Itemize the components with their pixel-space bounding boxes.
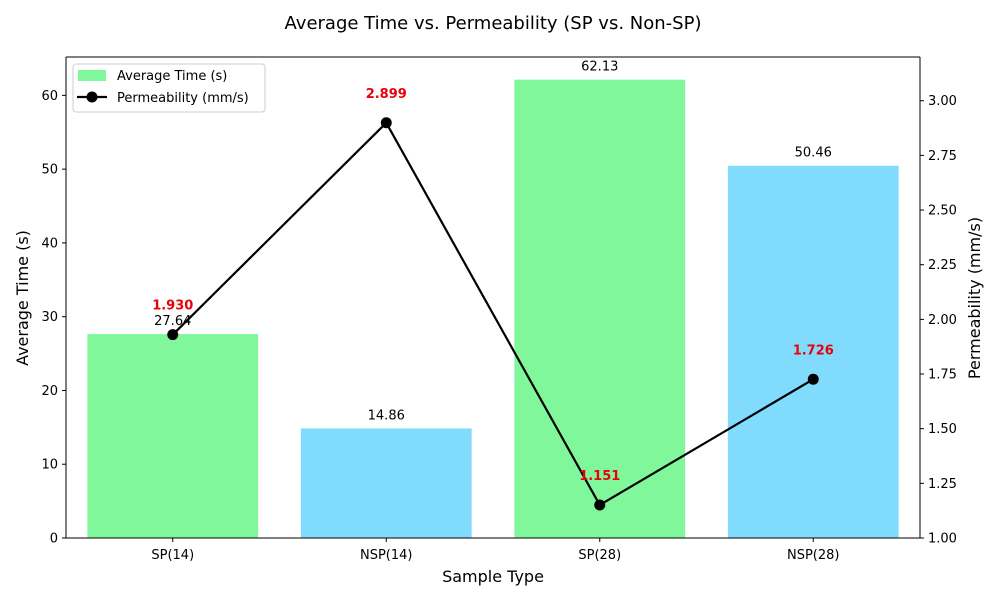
y2-tick-label: 2.50 bbox=[928, 204, 957, 219]
permeability-point bbox=[807, 373, 819, 385]
legend: Average Time (s) Permeability (mm/s) bbox=[72, 63, 266, 113]
y2-tick-label: 1.25 bbox=[928, 477, 957, 492]
permeability-line-group: 1.930 2.899 1.151 1.726 bbox=[152, 87, 834, 511]
axes-group: 0 10 20 30 40 50 60 1.00 1.25 1.50 1.75 2.00 2.25 2.5… bbox=[41, 56, 957, 563]
y-tick-label: 60 bbox=[41, 89, 58, 104]
x-tick-label: NSP(14) bbox=[360, 548, 413, 563]
y2-tick-label: 2.75 bbox=[928, 149, 957, 164]
legend-label-permeability: Permeability (mm/s) bbox=[117, 91, 249, 106]
x-tick-label: NSP(28) bbox=[787, 548, 840, 563]
bar-nsp14 bbox=[300, 428, 472, 538]
y-tick-label: 20 bbox=[41, 384, 58, 399]
bar-value-label: 14.86 bbox=[368, 408, 405, 423]
y2-axis-label: Permeability (mm/s) bbox=[965, 217, 984, 379]
permeability-value-label: 1.930 bbox=[152, 299, 193, 314]
chart-title: Average Time vs. Permeability (SP vs. No… bbox=[285, 13, 702, 34]
y2-tick-label: 1.50 bbox=[928, 422, 957, 437]
y2-tick-label: 2.25 bbox=[928, 258, 957, 273]
permeability-value-label: 2.899 bbox=[366, 87, 407, 102]
y-tick-label: 10 bbox=[41, 458, 58, 473]
x-tick-label: SP(28) bbox=[578, 548, 621, 563]
y-tick-label: 50 bbox=[41, 163, 58, 178]
y-tick-label: 0 bbox=[50, 532, 58, 547]
legend-label-average-time: Average Time (s) bbox=[117, 69, 227, 84]
y2-tick-label: 1.00 bbox=[928, 532, 957, 547]
bar-sp28 bbox=[514, 79, 686, 538]
x-axis-label: Sample Type bbox=[442, 567, 544, 586]
permeability-point bbox=[380, 117, 392, 129]
legend-swatch-average-time bbox=[78, 70, 106, 81]
y-axis-label: Average Time (s) bbox=[13, 230, 32, 366]
bar-nsp28 bbox=[727, 165, 899, 539]
bar-value-label: 50.46 bbox=[795, 146, 832, 161]
permeability-point bbox=[167, 329, 179, 341]
x-tick-label: SP(14) bbox=[151, 548, 194, 563]
permeability-value-label: 1.151 bbox=[579, 469, 620, 484]
y2-tick-label: 1.75 bbox=[928, 368, 957, 383]
y2-tick-label: 3.00 bbox=[928, 94, 957, 109]
permeability-value-label: 1.726 bbox=[793, 343, 834, 358]
permeability-point bbox=[594, 499, 606, 511]
bar-value-label: 62.13 bbox=[581, 60, 618, 75]
legend-frame bbox=[72, 63, 266, 113]
y2-tick-label: 2.00 bbox=[928, 313, 957, 328]
legend-marker-permeability bbox=[86, 91, 98, 103]
y-tick-label: 40 bbox=[41, 236, 58, 251]
bar-sp14 bbox=[87, 334, 259, 538]
permeability-line bbox=[171, 121, 814, 507]
y-tick-label: 30 bbox=[41, 310, 58, 325]
